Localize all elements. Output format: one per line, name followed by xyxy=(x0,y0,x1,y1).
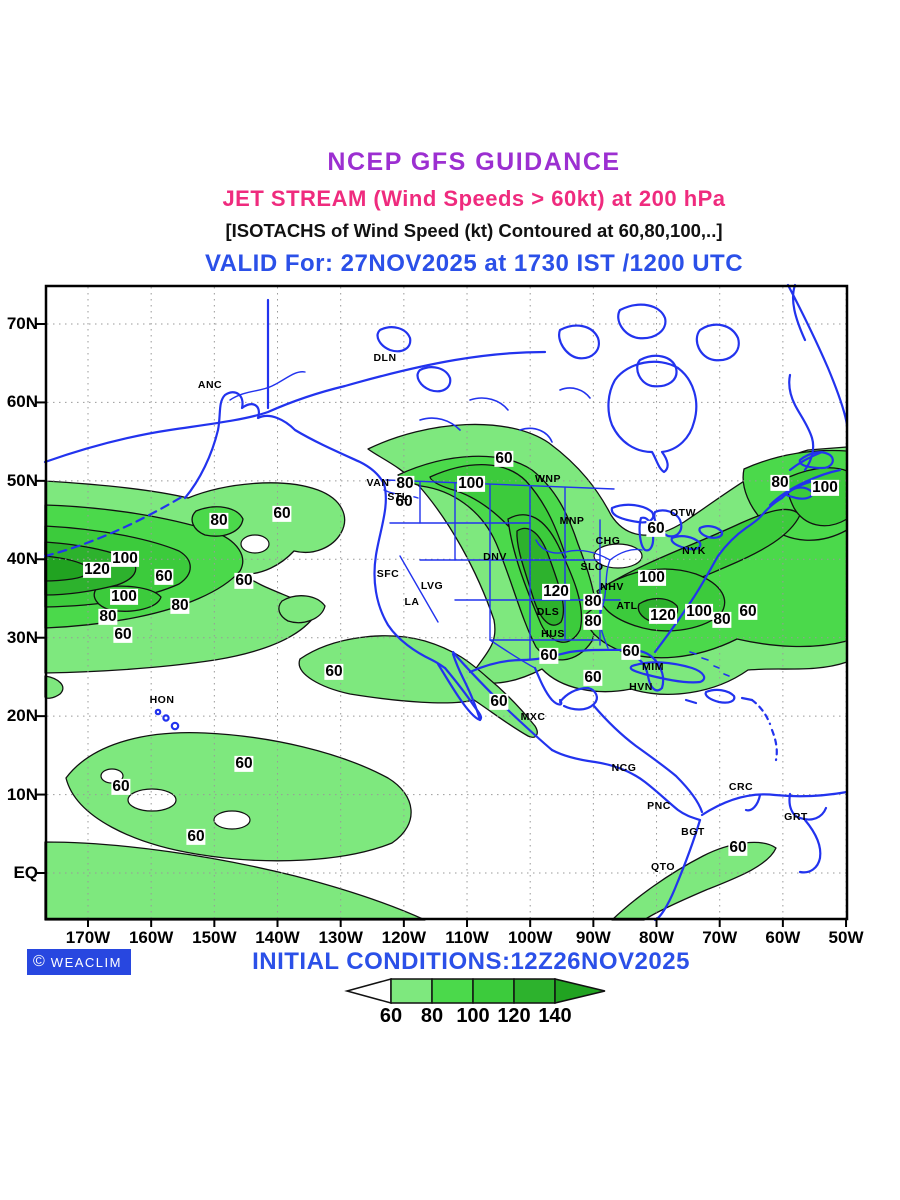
south-america-60 xyxy=(612,842,776,920)
alaska-coast xyxy=(185,392,384,498)
map-svg xyxy=(0,0,900,1200)
arctic-islands xyxy=(559,305,739,387)
left-edge-60 xyxy=(45,676,63,698)
hawaii-island xyxy=(172,723,178,729)
weather-chart-page: NCEP GFS GUIDANCE JET STREAM (Wind Speed… xyxy=(0,0,900,1200)
central-america-pacific xyxy=(552,750,700,820)
antilles-arc xyxy=(752,700,777,760)
orinoco xyxy=(800,820,820,872)
hawaii-60 xyxy=(66,733,411,861)
colorbar xyxy=(347,979,605,1003)
central-america-caribbean xyxy=(594,706,702,812)
hudson-bay xyxy=(608,362,696,472)
hawaii-island xyxy=(156,710,160,714)
pacific-island-60 xyxy=(279,596,325,623)
columbia-river xyxy=(384,490,418,498)
hawaii-island xyxy=(163,715,168,720)
greenland xyxy=(788,285,847,425)
isotach-60-fills xyxy=(45,424,847,920)
canada-lakes xyxy=(378,327,451,391)
venezuela-wiggle xyxy=(746,794,826,820)
initial-conditions: INITIAL CONDITIONS:12Z26NOV2025 xyxy=(40,948,900,976)
